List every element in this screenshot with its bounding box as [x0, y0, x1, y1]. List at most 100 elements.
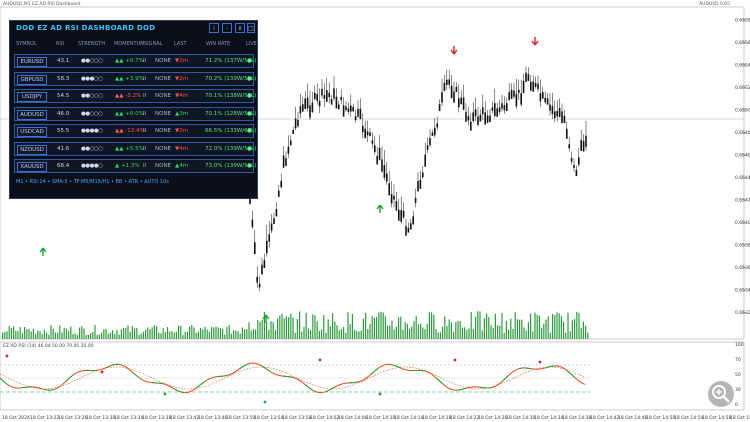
symbol-button[interactable]: EURUSD [17, 57, 47, 67]
volume-bar [354, 329, 356, 339]
volume-bar [340, 329, 342, 339]
live-indicator: ● [247, 110, 252, 117]
candle-body [558, 107, 561, 118]
dashboard-row[interactable]: GBPUSD 58.3 ●●●○○ ▲▲ +3.9% NONE ▼2m 70.2% (139… [14, 71, 256, 86]
symbol-button[interactable]: AUDUSD [17, 109, 47, 120]
volume-bar [6, 331, 8, 339]
time-axis-label: 18 Oct 14:10 [366, 415, 395, 421]
osc-axis-label: 100 [735, 342, 744, 348]
volume-bar [28, 329, 30, 339]
candle-body [299, 106, 302, 114]
volume-bar [204, 326, 206, 339]
symbol-button[interactable]: GBPUSD [17, 74, 47, 85]
maximize-button[interactable]: □ [247, 23, 255, 33]
volume-bar [250, 330, 252, 339]
candle-body [290, 140, 292, 145]
volume-bar [160, 333, 162, 339]
dashboard-row[interactable]: USDJPY 54.5 ●●○○○ ▲▲ -3.2% NONE ▼4m 70.1% (138… [14, 89, 256, 103]
candle-body [515, 93, 518, 107]
symbol-button[interactable]: USDJPY [17, 92, 47, 102]
volume-bar [266, 321, 268, 339]
candle-body [258, 283, 261, 288]
header-live: LIVE [246, 41, 257, 47]
volume-bar [103, 329, 105, 339]
volume-bar [10, 328, 12, 339]
volume-bar [235, 330, 237, 339]
volume-bar [151, 327, 153, 339]
volume-bar [140, 333, 142, 339]
candle-body [376, 155, 378, 165]
header-momentum: MOMENTUM [114, 41, 145, 47]
volume-bar [349, 324, 351, 339]
candle-body [395, 201, 398, 211]
volume-bar [466, 329, 468, 339]
candle-body [342, 105, 345, 117]
volume-bar [424, 329, 426, 339]
volume-bar [525, 330, 527, 339]
volume-bar [237, 331, 239, 339]
volume-bar [87, 334, 89, 339]
volume-bar [208, 332, 210, 339]
volume-bar [400, 316, 402, 339]
time-axis-label: 18 Oct 13:46 [198, 415, 227, 421]
symbol-button[interactable]: XAUUSD [17, 162, 47, 172]
volume-bar [61, 332, 63, 339]
minimize-button[interactable]: - [222, 23, 232, 33]
candle-body [539, 93, 542, 102]
volume-bar [30, 331, 32, 339]
candle-body [542, 92, 544, 99]
volume-bar [475, 317, 477, 339]
price-axis-label: 0.65320 [735, 310, 750, 316]
time-axis-label: 18 Oct 14:42 [590, 415, 619, 421]
symbol-button[interactable]: USDCAD [17, 127, 47, 137]
osc-marker [163, 392, 167, 396]
candle-body [506, 103, 508, 112]
candle-body [251, 219, 254, 228]
signal-bars: II [143, 145, 147, 152]
volume-bar [538, 315, 540, 339]
signal-value: NONE [155, 145, 172, 152]
rsi-dashboard-panel[interactable]: DOD EZ AD RSI DASHBOARD DOD i - x □ SYMB… [9, 20, 258, 199]
info-button[interactable]: i [209, 23, 219, 33]
volume-bar [534, 312, 536, 339]
volume-bar [351, 313, 353, 339]
signal-bars: II [143, 110, 147, 117]
candle-body [412, 216, 414, 225]
volume-bar [65, 328, 67, 339]
volume-bar [131, 326, 133, 339]
candle-body [510, 89, 513, 99]
candle-body [419, 179, 422, 189]
volume-bar [230, 333, 232, 339]
volume-bar [323, 315, 325, 339]
symbol-button[interactable]: NZDUSD [17, 144, 47, 155]
dashboard-row[interactable]: XAUUSD 68.4 ●●●●○ ▲ +1.3% NONE ▲4m 73.0% (139W… [14, 159, 256, 173]
volume-bar [398, 317, 400, 339]
dashboard-row[interactable]: EURUSD 43.1 ●●○○○ ▲▲ +0.7% NONE ▼2m 71.2% (137… [14, 54, 256, 68]
candle-body [496, 108, 498, 117]
volume-bar [259, 321, 261, 339]
dashboard-header-row: SYMBOL RSI STRENGTH MOMENTUM SIGNAL LAST… [14, 41, 257, 49]
volume-bar [281, 313, 283, 339]
volume-bar [241, 327, 243, 339]
dashboard-row[interactable]: AUDUSD 46.0 ●●○○○ ▲▲ +0.0% NONE ▲3m 70.1% (128… [14, 106, 256, 121]
volume-bar [527, 322, 529, 339]
volume-bar [136, 327, 138, 339]
dashboard-row[interactable]: NZDUSD 41.6 ●●○○○ ▲▲ +5.5% NONE ▼4m 72.0% (139… [14, 141, 256, 156]
volume-bar [2, 332, 4, 339]
candle-body [304, 98, 306, 109]
live-indicator: ● [247, 75, 252, 82]
volume-bar [444, 316, 446, 339]
volume-bar [178, 325, 180, 339]
magnifier-zoom-icon[interactable] [708, 381, 734, 407]
volume-bar [285, 316, 287, 339]
dashboard-row[interactable]: USDCAD 55.5 ●●●●○ ▲▲ -12.4% NONE ▼2m 66.5% (13… [14, 124, 256, 138]
close-button[interactable]: x [235, 23, 245, 33]
volume-bar [560, 316, 562, 339]
candle-body [256, 276, 258, 283]
volume-bar [508, 329, 510, 339]
volume-bar [195, 332, 197, 339]
volume-bar [213, 327, 215, 339]
